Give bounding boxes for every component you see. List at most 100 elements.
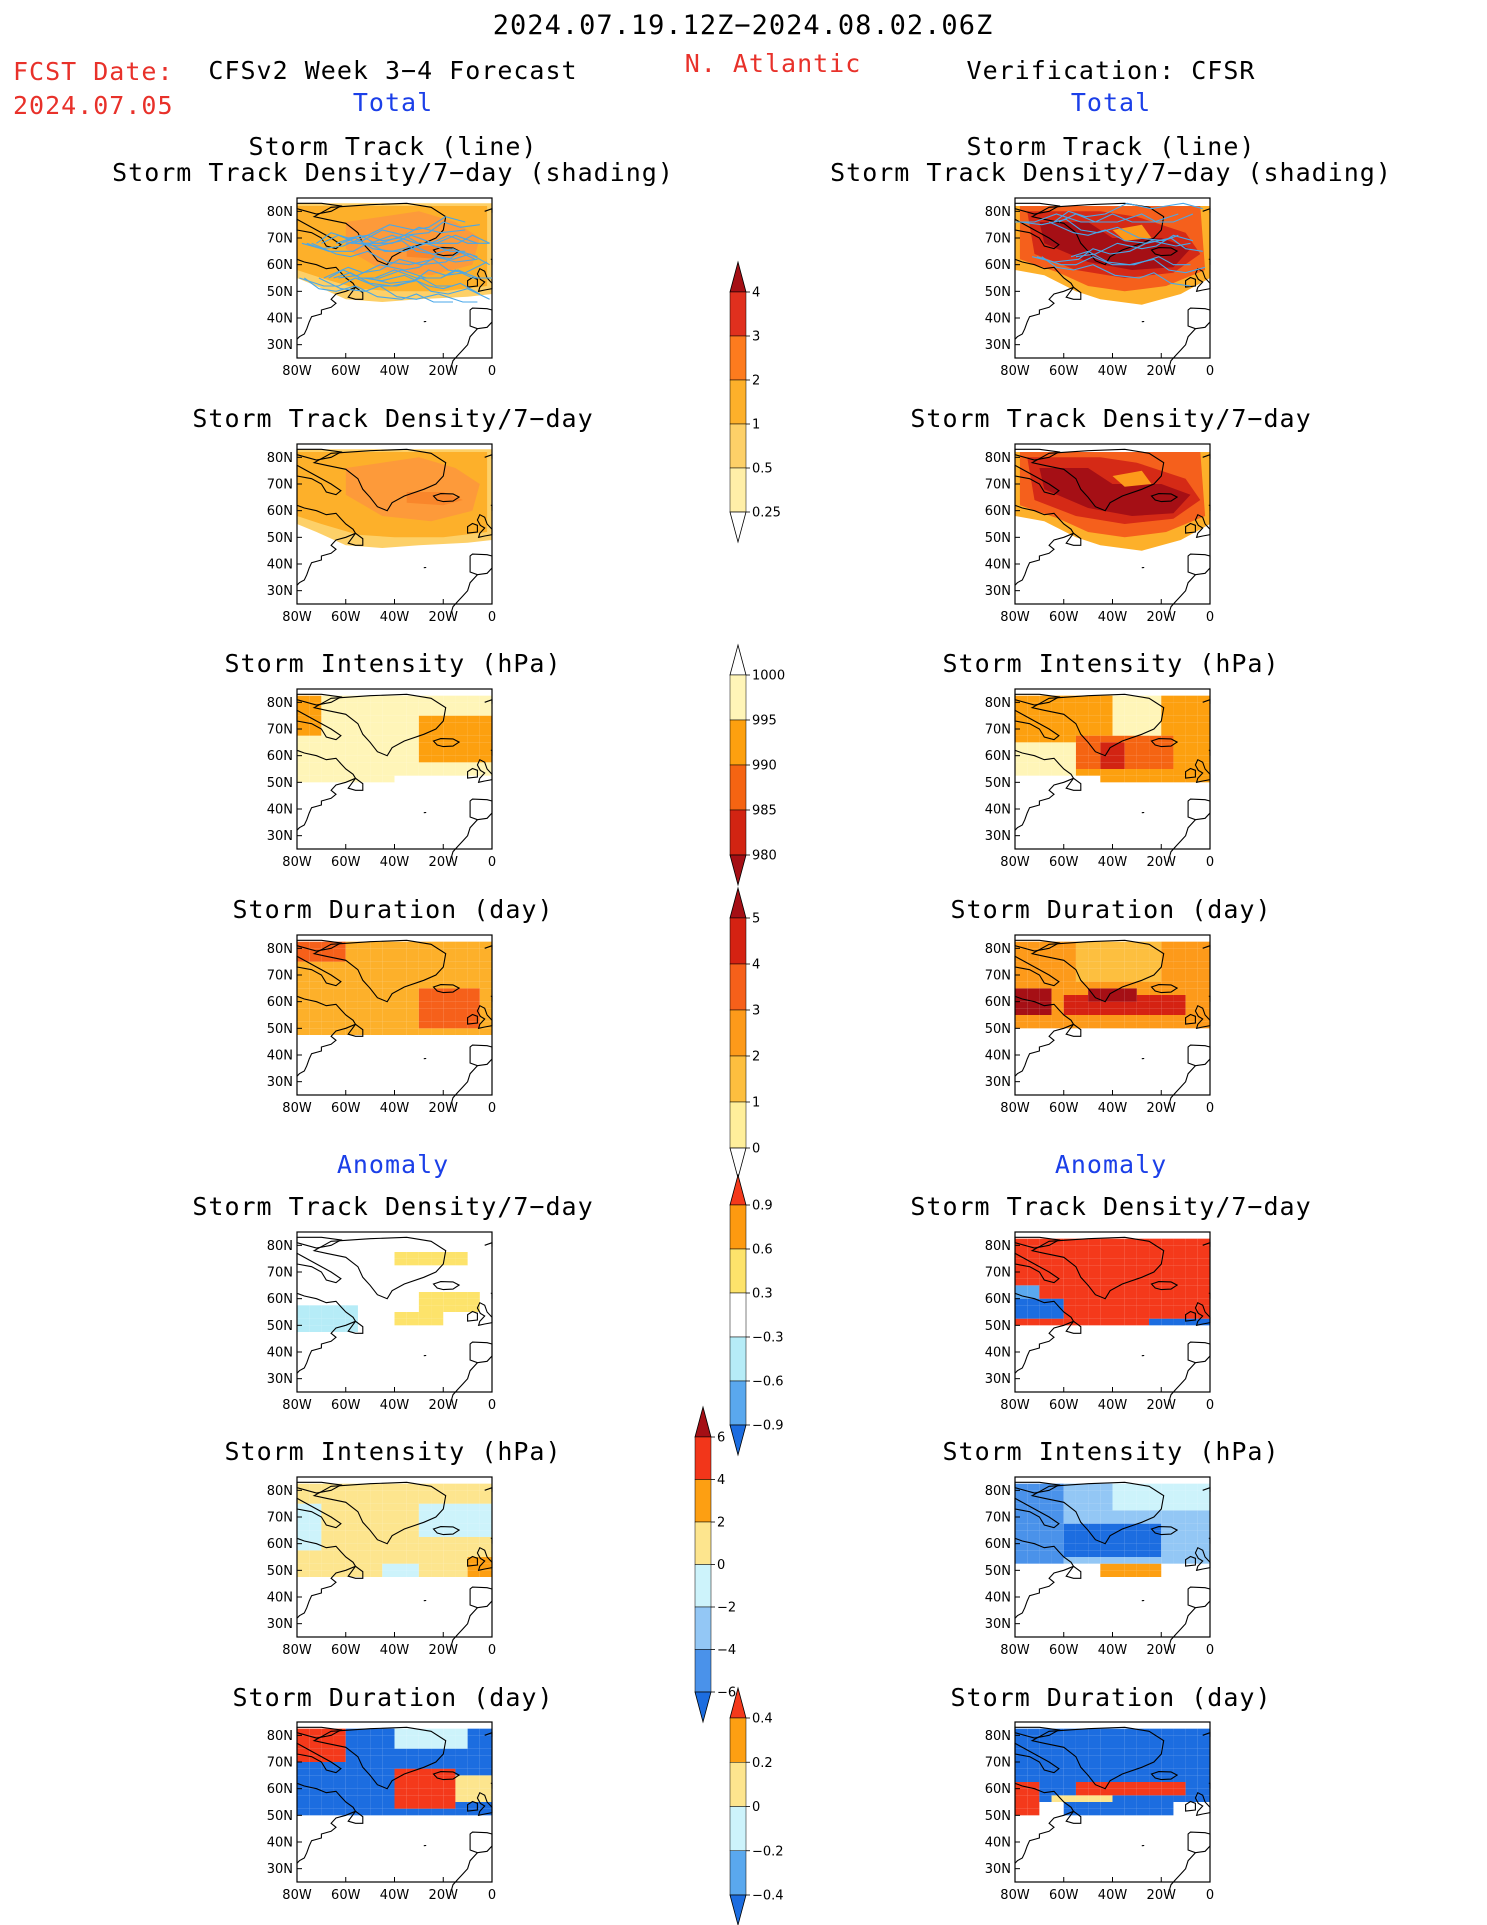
grid-cell [1027, 1497, 1040, 1504]
grid-cell [1039, 1537, 1052, 1544]
grid-cell [1051, 1742, 1064, 1749]
grid-cell [455, 702, 468, 709]
lon-tick-label: 0 [1206, 610, 1214, 625]
grid-cell [418, 1782, 432, 1789]
grid-cell [1063, 1298, 1076, 1306]
grid-cell [370, 941, 383, 949]
grid-cell [1015, 968, 1028, 975]
grid-cell [382, 1510, 395, 1517]
grid-cell [297, 1530, 310, 1537]
coast-iberia [1187, 1341, 1211, 1364]
grid-cell [443, 995, 456, 1002]
grid-cell [1112, 1768, 1125, 1776]
grid-cell [406, 1497, 419, 1504]
grid-cell [467, 1001, 480, 1009]
grid-cell [1161, 1483, 1174, 1491]
grid-cell [1136, 1543, 1150, 1551]
grid-cell [333, 755, 346, 763]
grid-cell [1185, 742, 1198, 749]
grid-cell [382, 769, 395, 776]
grid-cell [1027, 948, 1040, 955]
grid-cell [382, 1782, 395, 1789]
grid-cell [479, 735, 492, 743]
grid-cell [1124, 1762, 1137, 1769]
grid-cell [370, 1517, 383, 1524]
coast-iberia [1187, 1586, 1211, 1609]
grid-cell [1051, 1775, 1064, 1782]
grid-cell [1088, 1272, 1101, 1279]
colorbar-label: 2 [717, 1516, 725, 1531]
lat-tick-label: 30N [267, 1617, 293, 1632]
grid-cell [1039, 941, 1052, 949]
coast-ireland [1185, 1310, 1196, 1322]
grid-cell [431, 1768, 444, 1776]
grid-cell [1112, 1563, 1125, 1571]
grid-cell [1185, 775, 1198, 783]
grid-cell [1051, 975, 1064, 982]
coast-africa [450, 328, 478, 372]
grid-cell [1124, 1318, 1137, 1326]
grid-cell [1051, 1543, 1064, 1551]
grid-cell [406, 722, 419, 729]
grid-cell [1075, 1795, 1089, 1802]
grid-cell [382, 1755, 395, 1762]
grid-cell [1149, 1298, 1162, 1306]
grid-cell [1051, 702, 1064, 709]
grid-cell [1063, 1735, 1076, 1742]
grid-cell [443, 1305, 456, 1312]
grid-cell [1063, 1523, 1076, 1531]
grid-cell [1051, 1292, 1064, 1299]
grid-cell [1051, 1245, 1064, 1252]
grid-cell [479, 1762, 492, 1769]
grid-cell [333, 1768, 346, 1776]
grid-cell [1173, 769, 1186, 776]
grid-cell [1063, 1742, 1076, 1749]
grid-cell [1088, 1557, 1101, 1564]
grid-cell [321, 1497, 334, 1504]
grid-cell [1027, 1802, 1040, 1809]
grid-cell [1027, 1788, 1040, 1796]
grid-cell [406, 1808, 419, 1816]
grid-cell [1027, 995, 1040, 1002]
grid-cell [345, 695, 358, 703]
grid-cell [406, 1008, 419, 1015]
grid-cell [1027, 941, 1040, 949]
storm-track-line [362, 274, 481, 295]
grid-cell [1051, 1285, 1064, 1292]
grid-cell [1112, 755, 1125, 763]
grid-cell [1075, 941, 1089, 949]
grid-cell [431, 1802, 444, 1809]
grid-cell [1149, 1775, 1162, 1782]
grid-cell [1173, 775, 1186, 783]
grid-cell [431, 1557, 444, 1564]
grid-cell [1136, 995, 1150, 1002]
grid-cell [345, 702, 358, 709]
grid-cell [467, 968, 480, 975]
grid-cell [455, 715, 468, 723]
grid-cell [1027, 1517, 1040, 1524]
grid-cell [1149, 1557, 1162, 1564]
section-anomaly-right: Anomaly [1054, 1150, 1168, 1179]
grid-cell [345, 1550, 358, 1557]
grid-cell [1088, 1015, 1101, 1022]
grid-cell [1088, 1742, 1101, 1749]
grid-cell [418, 1775, 432, 1782]
grid-cell [321, 702, 334, 709]
grid-cell [1051, 1252, 1064, 1259]
grid-cell [1197, 995, 1210, 1002]
grid-cell [406, 1523, 419, 1531]
grid-cell [1027, 709, 1040, 716]
grid-cell [1051, 1510, 1064, 1517]
grid-cell [345, 1742, 358, 1749]
grid-cell [382, 1795, 395, 1802]
grid-cell [1015, 1285, 1028, 1292]
grid-cell [1112, 1742, 1125, 1749]
grid-cell [1088, 1788, 1101, 1796]
grid-cell [1051, 948, 1064, 955]
grid-cell [309, 1537, 322, 1544]
grid-cell [345, 1530, 358, 1537]
grid-cell [1051, 1015, 1064, 1022]
grid-cell [370, 749, 383, 756]
grid-cell [1149, 1258, 1162, 1266]
lat-tick-label: 40N [267, 312, 293, 327]
